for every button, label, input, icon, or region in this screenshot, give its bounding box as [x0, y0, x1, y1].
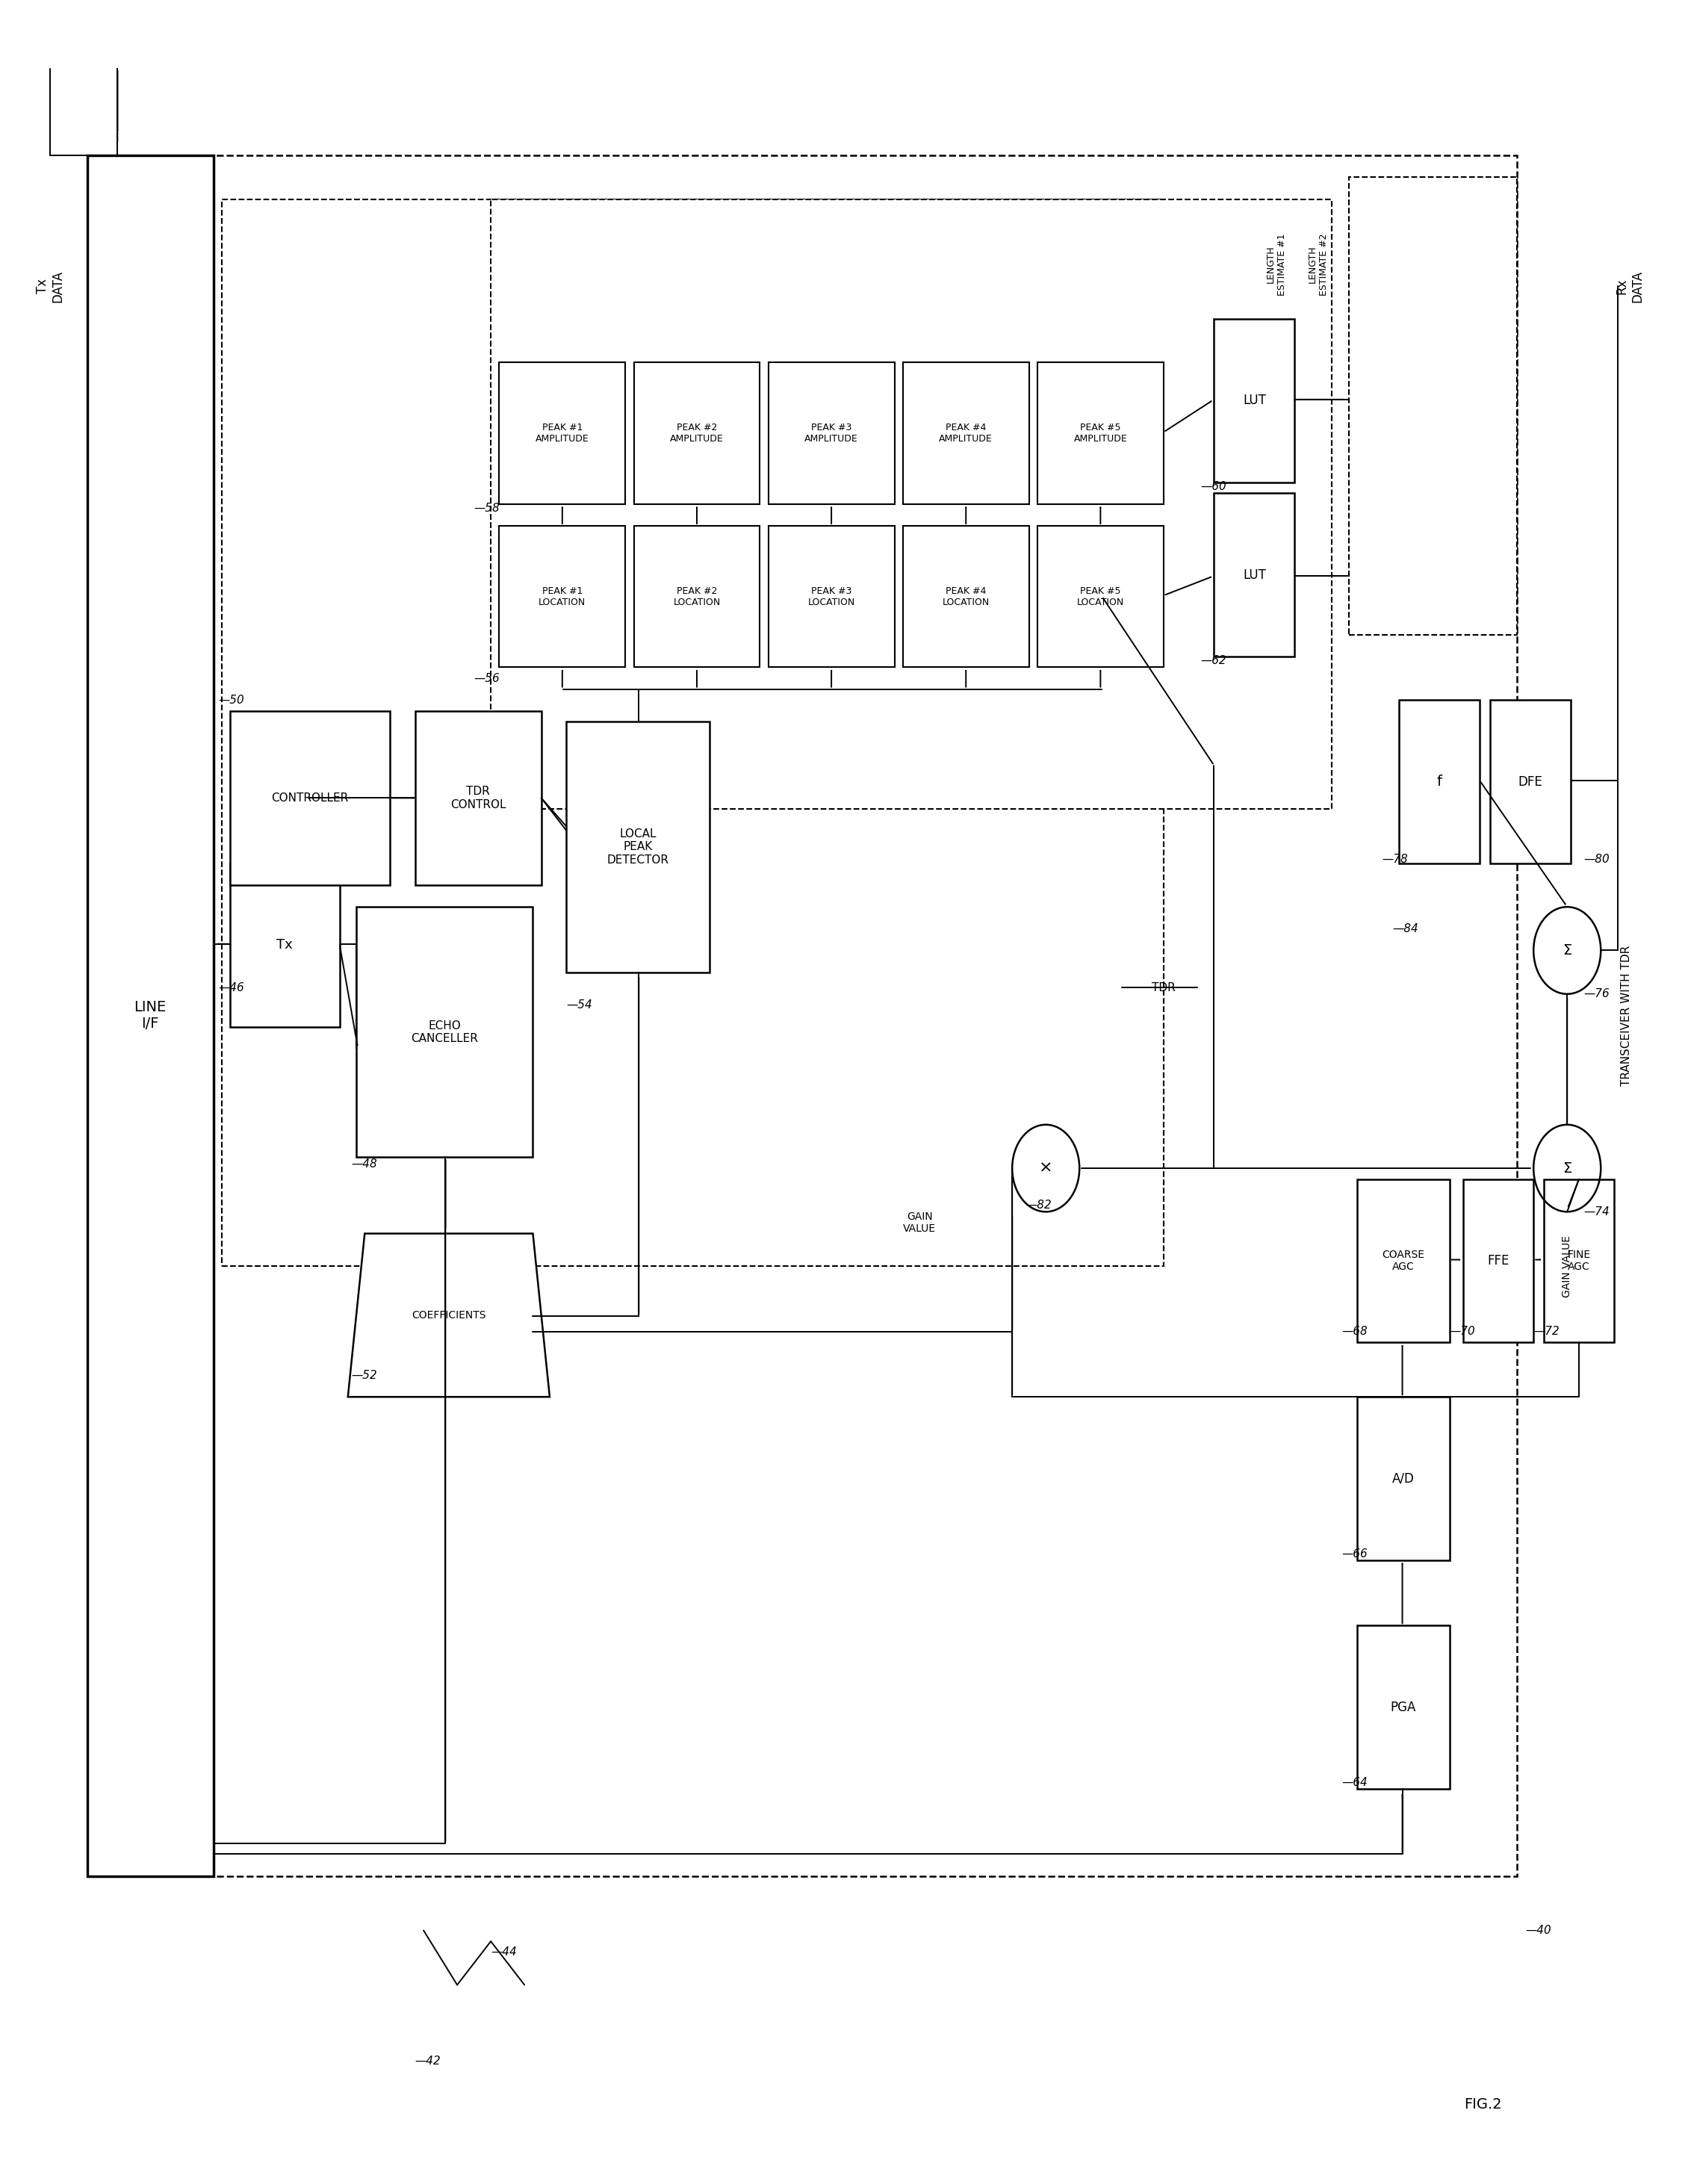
Text: Rx
DATA: Rx DATA — [1615, 271, 1644, 301]
Text: PEAK #3
AMPLITUDE: PEAK #3 AMPLITUDE — [805, 424, 858, 443]
FancyBboxPatch shape — [221, 199, 1163, 1267]
FancyBboxPatch shape — [500, 526, 625, 668]
FancyBboxPatch shape — [768, 526, 895, 668]
Text: PEAK #2
AMPLITUDE: PEAK #2 AMPLITUDE — [670, 424, 724, 443]
Text: —46: —46 — [218, 983, 245, 994]
Text: —72: —72 — [1533, 1326, 1560, 1337]
Text: Tx
DATA: Tx DATA — [35, 271, 64, 301]
Text: —62: —62 — [1200, 655, 1227, 666]
Text: CONTROLLER: CONTROLLER — [272, 793, 349, 804]
Text: —66: —66 — [1342, 1548, 1367, 1559]
Text: Σ: Σ — [1563, 943, 1572, 957]
FancyBboxPatch shape — [491, 199, 1332, 808]
Text: —42: —42 — [415, 2055, 441, 2066]
FancyBboxPatch shape — [138, 155, 1518, 1876]
FancyBboxPatch shape — [1357, 1625, 1450, 1789]
FancyBboxPatch shape — [633, 526, 760, 668]
FancyBboxPatch shape — [1543, 1179, 1614, 1343]
Text: PEAK #5
AMPLITUDE: PEAK #5 AMPLITUDE — [1074, 424, 1128, 443]
Text: GAIN
VALUE: GAIN VALUE — [903, 1212, 937, 1234]
FancyBboxPatch shape — [230, 710, 390, 885]
Text: —64: —64 — [1342, 1778, 1367, 1789]
Text: A/D: A/D — [1393, 1472, 1415, 1485]
FancyBboxPatch shape — [1214, 494, 1295, 657]
Text: —50: —50 — [218, 695, 245, 705]
FancyBboxPatch shape — [903, 363, 1030, 505]
Text: PEAK #1
AMPLITUDE: PEAK #1 AMPLITUDE — [535, 424, 589, 443]
Text: PGA: PGA — [1391, 1701, 1416, 1714]
Text: COEFFICIENTS: COEFFICIENTS — [412, 1310, 486, 1321]
FancyBboxPatch shape — [1357, 1398, 1450, 1559]
FancyBboxPatch shape — [768, 363, 895, 505]
FancyBboxPatch shape — [903, 526, 1030, 668]
FancyBboxPatch shape — [88, 155, 213, 1876]
Text: —44: —44 — [491, 1946, 517, 1957]
Text: FFE: FFE — [1487, 1254, 1509, 1267]
Text: LUT: LUT — [1242, 393, 1266, 406]
FancyBboxPatch shape — [1491, 701, 1570, 863]
Text: —52: —52 — [351, 1369, 376, 1380]
Text: ECHO
CANCELLER: ECHO CANCELLER — [410, 1020, 478, 1044]
FancyBboxPatch shape — [633, 363, 760, 505]
Text: FIG.2: FIG.2 — [1463, 2097, 1502, 2112]
Text: LOCAL
PEAK
DETECTOR: LOCAL PEAK DETECTOR — [608, 828, 668, 865]
Text: —60: —60 — [1200, 480, 1227, 491]
Text: LUT: LUT — [1242, 568, 1266, 581]
Text: —70: —70 — [1450, 1326, 1475, 1337]
Text: —54: —54 — [567, 1000, 592, 1011]
FancyBboxPatch shape — [500, 363, 625, 505]
Text: FINE
AGC: FINE AGC — [1568, 1249, 1590, 1271]
Text: —84: —84 — [1393, 924, 1418, 935]
Text: —76: —76 — [1583, 989, 1610, 1000]
Text: —82: —82 — [1026, 1199, 1052, 1210]
Text: LENGTH
ESTIMATE #2: LENGTH ESTIMATE #2 — [1308, 234, 1328, 295]
Polygon shape — [348, 1234, 550, 1398]
Text: LINE
I/F: LINE I/F — [133, 1000, 167, 1031]
Text: PEAK #2
LOCATION: PEAK #2 LOCATION — [674, 585, 721, 607]
Text: GAIN VALUE: GAIN VALUE — [1561, 1236, 1573, 1297]
Text: —48: —48 — [351, 1158, 376, 1168]
Text: TDR
CONTROL: TDR CONTROL — [451, 786, 506, 810]
Text: PEAK #3
LOCATION: PEAK #3 LOCATION — [809, 585, 856, 607]
Text: —58: —58 — [474, 502, 500, 513]
Text: —56: —56 — [474, 673, 500, 684]
Text: TRANSCEIVER WITH TDR: TRANSCEIVER WITH TDR — [1620, 946, 1632, 1085]
Text: DFE: DFE — [1518, 775, 1543, 788]
Text: PEAK #4
LOCATION: PEAK #4 LOCATION — [942, 585, 989, 607]
FancyBboxPatch shape — [1349, 177, 1518, 636]
FancyBboxPatch shape — [356, 906, 533, 1158]
Text: ×: × — [1038, 1160, 1053, 1175]
FancyBboxPatch shape — [415, 710, 542, 885]
FancyBboxPatch shape — [1038, 526, 1163, 668]
Text: Σ: Σ — [1563, 1162, 1572, 1175]
FancyBboxPatch shape — [1214, 319, 1295, 483]
Text: —78: —78 — [1382, 854, 1408, 865]
FancyBboxPatch shape — [1463, 1179, 1533, 1343]
Text: —74: —74 — [1583, 1206, 1610, 1216]
Text: f: f — [1436, 775, 1442, 788]
Text: —40: —40 — [1526, 1924, 1551, 1935]
Text: PEAK #4
AMPLITUDE: PEAK #4 AMPLITUDE — [939, 424, 993, 443]
FancyBboxPatch shape — [1357, 1179, 1450, 1343]
Text: —68: —68 — [1342, 1326, 1367, 1337]
Text: PEAK #5
LOCATION: PEAK #5 LOCATION — [1077, 585, 1124, 607]
Text: COARSE
AGC: COARSE AGC — [1382, 1249, 1425, 1271]
Text: Tx: Tx — [277, 939, 294, 952]
FancyBboxPatch shape — [567, 721, 709, 972]
Text: TDR: TDR — [1151, 983, 1175, 994]
FancyBboxPatch shape — [230, 863, 339, 1026]
FancyBboxPatch shape — [1399, 701, 1480, 863]
FancyBboxPatch shape — [1038, 363, 1163, 505]
Text: PEAK #1
LOCATION: PEAK #1 LOCATION — [538, 585, 586, 607]
Text: —80: —80 — [1583, 854, 1610, 865]
Text: LENGTH
ESTIMATE #1: LENGTH ESTIMATE #1 — [1266, 234, 1286, 295]
